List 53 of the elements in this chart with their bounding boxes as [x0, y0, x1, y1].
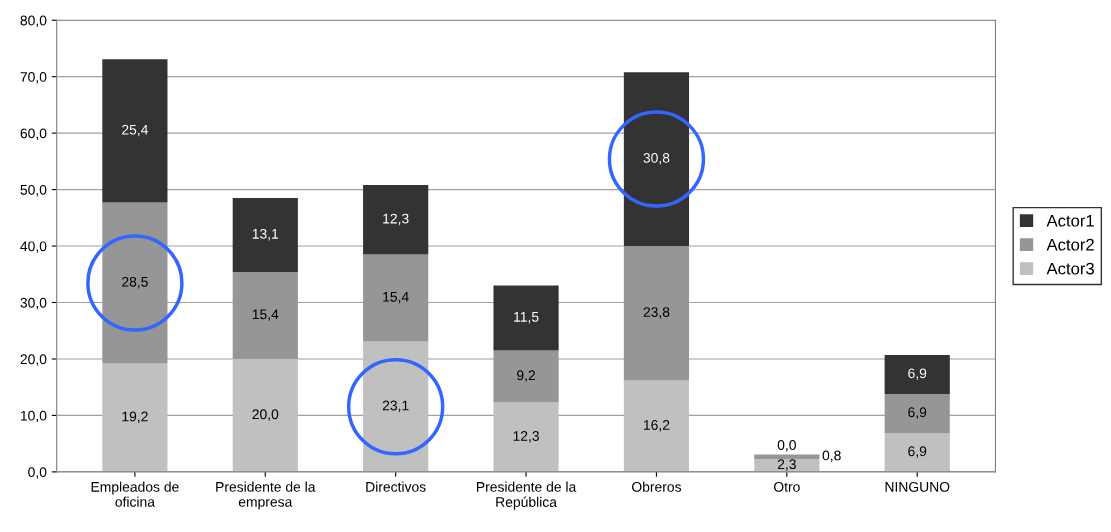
bar [754, 454, 820, 459]
data-label: 25,4 [122, 124, 148, 137]
bar [493, 402, 559, 472]
data-label: 13,1 [252, 228, 279, 241]
x-tick-label: NINGUNO [885, 481, 950, 492]
data-label: 12,3 [513, 431, 539, 443]
x-tick-label: Otro [773, 481, 800, 492]
x-tick-label: Directivos [366, 481, 426, 492]
y-tick-label: 60,0 [20, 128, 47, 140]
y-tick-label: 40,0 [20, 241, 47, 253]
data-label: 12,3 [383, 213, 409, 226]
bar [623, 72, 690, 247]
x-tick-label: Obreros [632, 481, 682, 492]
bar [493, 285, 559, 351]
data-label: 11,5 [514, 312, 539, 324]
data-label: 23,8 [643, 307, 670, 319]
legend-label: Actor1 [1046, 214, 1094, 227]
data-label: 23,1 [382, 400, 409, 413]
bar [232, 358, 298, 472]
bar [102, 59, 168, 203]
bar [363, 341, 429, 472]
x-tick-label: Empleados de oficina [91, 481, 179, 507]
data-label: 6,9 [908, 407, 927, 419]
data-label: 19,2 [122, 411, 148, 424]
data-label: 20,0 [252, 409, 279, 421]
data-label: 30,8 [643, 153, 670, 165]
y-tick-label: 0,0 [28, 467, 47, 479]
data-label: 6,9 [908, 446, 927, 458]
data-label: 15,4 [252, 309, 279, 321]
data-label: 9,2 [517, 370, 536, 382]
data-label: 16,2 [643, 420, 670, 432]
data-label: 28,5 [122, 276, 148, 289]
y-tick-label: 80,0 [20, 15, 47, 28]
x-tick-label: Presidente de la República [477, 481, 577, 510]
legend-label: Actor3 [1046, 262, 1094, 275]
legend-label: Actor2 [1046, 238, 1094, 251]
y-tick-label: 10,0 [20, 410, 47, 423]
y-tick-label: 70,0 [20, 72, 47, 84]
y-tick-label: 30,0 [20, 297, 47, 310]
bar [623, 380, 690, 472]
data-label: 15,4 [383, 292, 409, 304]
data-label: 0,8 [822, 450, 841, 463]
data-label: 0,0 [777, 440, 796, 452]
bar [884, 355, 950, 394]
bar [232, 198, 298, 273]
y-tick-label: 20,0 [20, 354, 47, 366]
x-tick-label: Presidente de la empresa [216, 481, 316, 510]
bar [884, 432, 950, 472]
bar [363, 185, 429, 255]
bar [102, 363, 168, 472]
data-label: 6,9 [908, 368, 927, 380]
data-label: 2,3 [777, 459, 796, 471]
y-tick-label: 50,0 [20, 184, 47, 197]
